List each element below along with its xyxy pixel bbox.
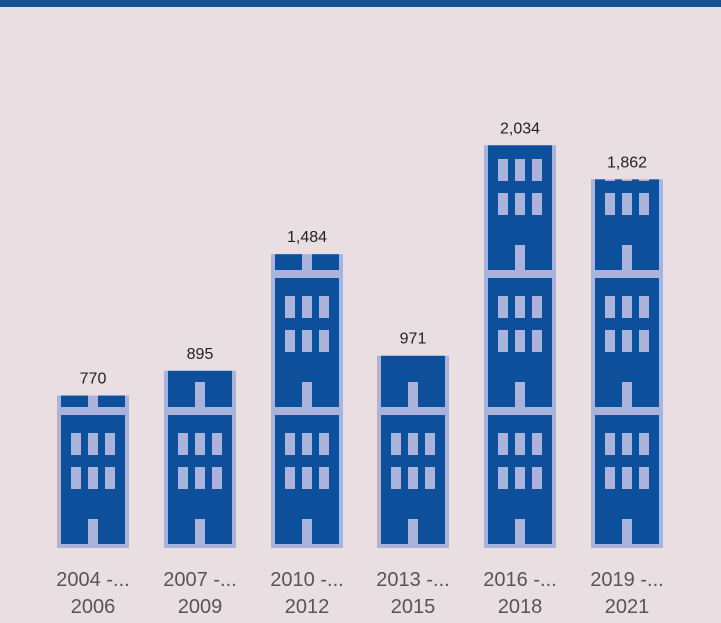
category-label: 2013 -... 2015 — [376, 569, 450, 618]
building-bar — [164, 370, 236, 548]
category-label: 2019 -... 2021 — [590, 569, 664, 618]
building-bar — [591, 179, 663, 548]
top-strip — [0, 0, 721, 7]
building-bar — [377, 355, 449, 548]
category-label: 2016 -... 2018 — [483, 569, 557, 618]
building-bar — [271, 254, 343, 548]
category-label: 2007 -... 2009 — [163, 569, 237, 618]
value-label: 1,862 — [607, 154, 647, 171]
building-bar — [484, 145, 556, 548]
building-bar — [57, 395, 129, 548]
value-label: 770 — [80, 371, 107, 388]
category-label: 2004 -... 2006 — [56, 569, 130, 618]
value-label: 895 — [187, 346, 214, 363]
value-label: 1,484 — [287, 229, 327, 246]
category-label: 2010 -... 2012 — [270, 569, 344, 618]
value-label: 2,034 — [500, 120, 540, 137]
value-label: 971 — [400, 331, 427, 348]
